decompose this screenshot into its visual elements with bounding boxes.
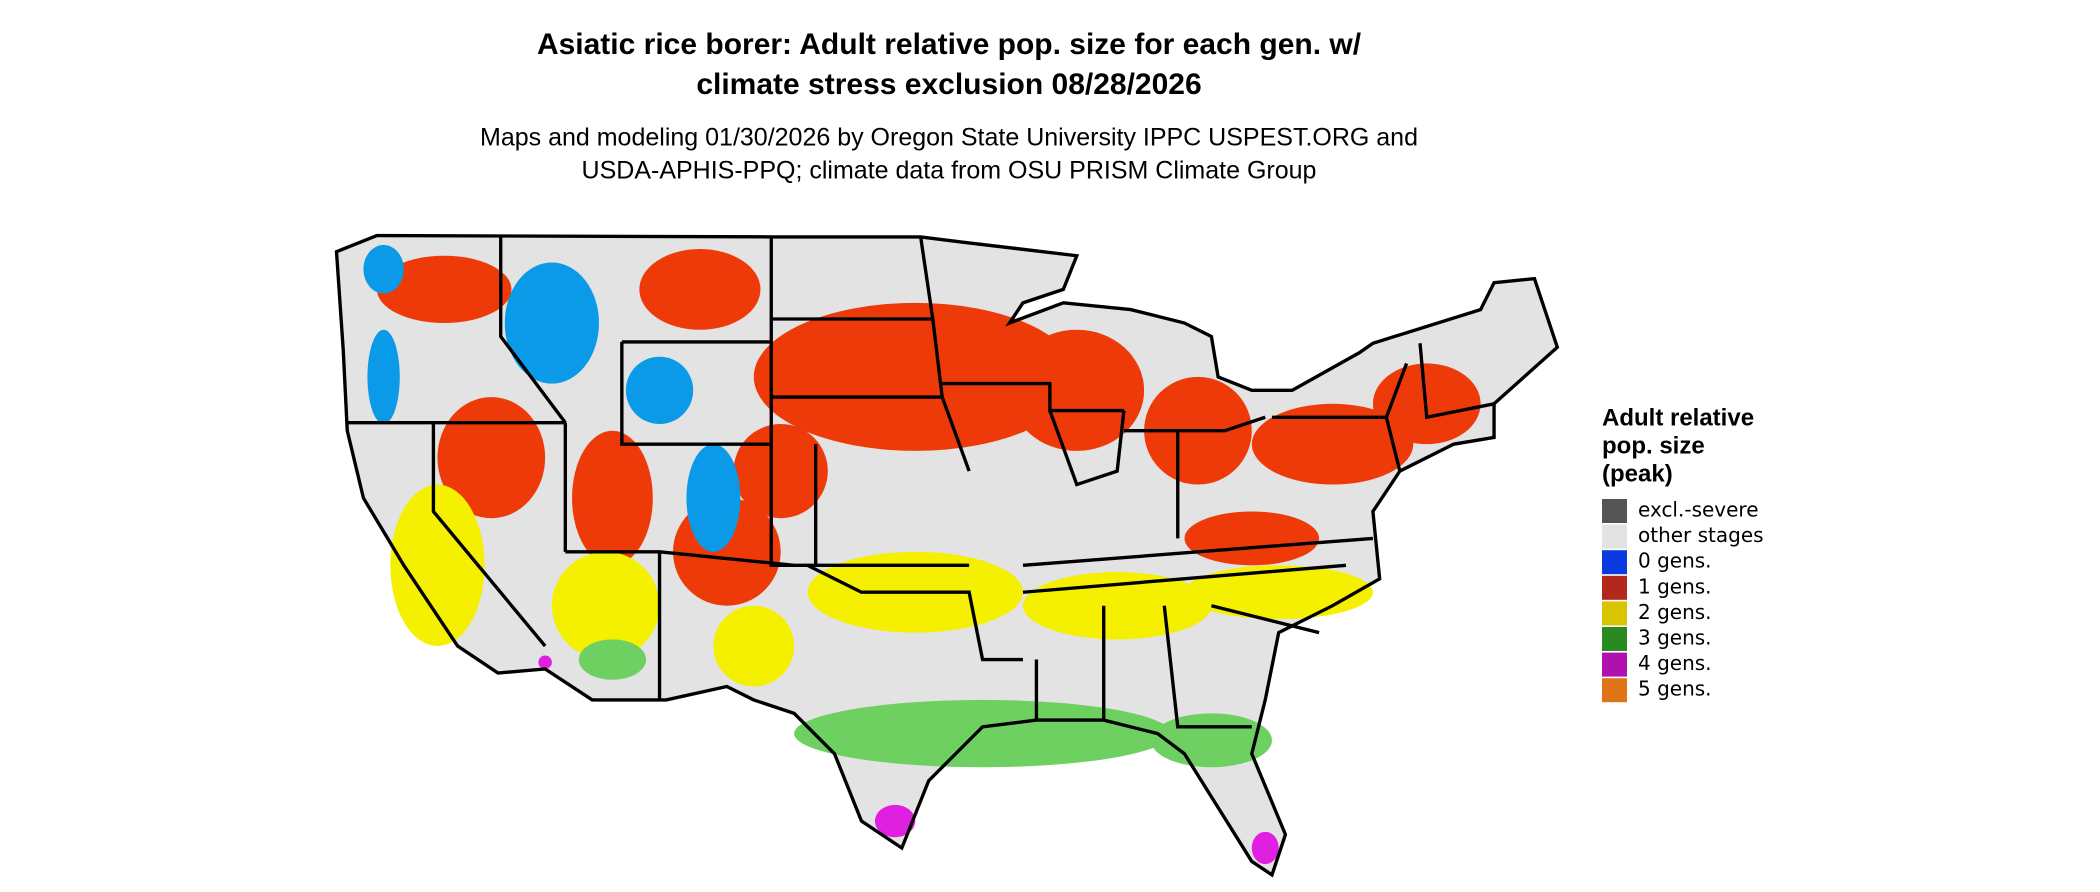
map — [334, 233, 1560, 878]
legend-title: (peak) — [1602, 460, 1673, 487]
legend-swatch — [1602, 499, 1627, 523]
state-borders — [334, 233, 1560, 878]
legend-swatch — [1602, 678, 1627, 703]
legend-swatch — [1602, 524, 1627, 549]
legend-label: 3 gens. — [1638, 626, 1712, 650]
legend-title: pop. size — [1602, 432, 1705, 459]
legend-swatch — [1602, 601, 1627, 626]
legend-swatch — [1602, 550, 1627, 575]
subtitle: Maps and modeling 01/30/2026 by Oregon S… — [480, 124, 1418, 152]
title: Asiatic rice borer: Adult relative pop. … — [537, 28, 1362, 61]
title: climate stress exclusion 08/28/2026 — [696, 68, 1201, 101]
legend-label: excl.-severe — [1638, 498, 1759, 522]
four-gen-zones — [538, 655, 1279, 865]
legend-label: 4 gens. — [1638, 651, 1712, 675]
legend-label: other stages — [1638, 523, 1764, 547]
legend-label: 5 gens. — [1638, 677, 1712, 701]
subtitle: USDA-APHIS-PPQ; climate data from OSU PR… — [582, 157, 1317, 185]
legend-title: Adult relative — [1602, 404, 1754, 431]
legend-swatch — [1602, 627, 1627, 651]
legend-label: 0 gens. — [1638, 549, 1712, 573]
legend-label: 2 gens. — [1638, 600, 1712, 624]
zero-gen-zones — [363, 244, 741, 599]
legend-label: 1 gens. — [1638, 574, 1712, 598]
legend-swatch — [1602, 575, 1627, 600]
legend-swatch — [1602, 652, 1627, 677]
